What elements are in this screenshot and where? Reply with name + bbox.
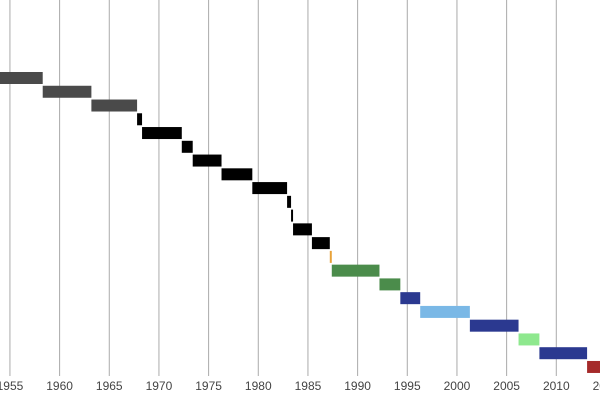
timeline-bar — [181, 140, 193, 153]
x-tick-label: 1980 — [245, 379, 272, 393]
timeline-bar — [311, 237, 330, 250]
timeline-bar — [91, 99, 138, 112]
timeline-bar — [587, 360, 600, 373]
x-tick-label: 1985 — [295, 379, 322, 393]
x-tick-label: 1970 — [146, 379, 173, 393]
timeline-bar — [420, 305, 470, 318]
timeline-bar — [379, 278, 401, 291]
timeline-bar — [0, 72, 43, 84]
timeline-bar — [293, 223, 312, 236]
x-tick-label: 2015 — [593, 379, 600, 393]
timeline-bar — [469, 319, 519, 332]
timeline-bar — [518, 333, 540, 346]
x-tick-label: 1965 — [96, 379, 123, 393]
x-tick-label: 2005 — [493, 379, 520, 393]
timeline-bar — [137, 113, 143, 126]
timeline-bar — [539, 347, 588, 360]
timeline-bar — [142, 127, 182, 140]
timeline-bar — [329, 250, 332, 263]
x-tick-label: 1955 — [0, 379, 24, 393]
x-tick-label: 2000 — [444, 379, 471, 393]
x-tick-label: 1990 — [344, 379, 371, 393]
timeline-bar — [221, 168, 253, 181]
timeline-bar — [192, 154, 222, 167]
timeline-bar — [42, 85, 92, 98]
x-tick-label: 2010 — [543, 379, 570, 393]
x-tick-label: 1975 — [195, 379, 222, 393]
timeline-bar — [252, 182, 288, 195]
timeline-bar — [400, 292, 421, 305]
x-tick-label: 1995 — [394, 379, 421, 393]
timeline-bar — [331, 264, 380, 277]
timeline-bar — [291, 209, 294, 222]
x-tick-label: 1960 — [46, 379, 73, 393]
timeline-bar — [287, 195, 292, 208]
